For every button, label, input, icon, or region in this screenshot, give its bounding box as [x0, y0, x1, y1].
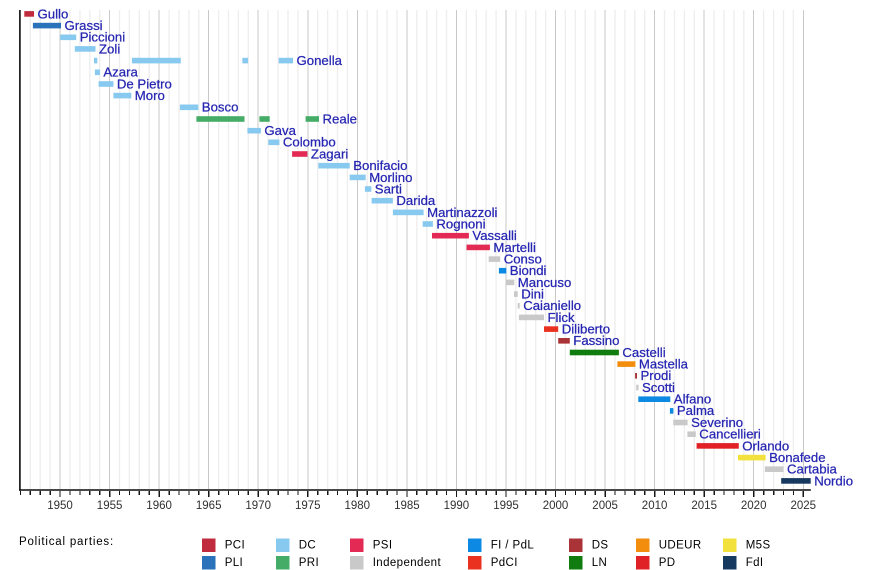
- svg-text:PSI: PSI: [373, 539, 393, 551]
- svg-text:Dini: Dini: [521, 287, 544, 302]
- svg-text:Severino: Severino: [691, 415, 743, 430]
- svg-text:FI / PdL: FI / PdL: [491, 539, 535, 551]
- svg-text:2000: 2000: [543, 500, 569, 512]
- svg-text:Grassi: Grassi: [65, 18, 103, 33]
- svg-text:Gava: Gava: [264, 123, 296, 138]
- svg-text:1960: 1960: [146, 500, 172, 512]
- svg-text:1965: 1965: [196, 500, 222, 512]
- svg-text:Palma: Palma: [677, 403, 715, 418]
- svg-text:Gonella: Gonella: [297, 53, 343, 68]
- svg-text:DS: DS: [592, 539, 609, 551]
- svg-text:DC: DC: [299, 539, 316, 551]
- svg-text:Prodi: Prodi: [641, 368, 672, 383]
- svg-text:1955: 1955: [97, 500, 123, 512]
- svg-text:Darida: Darida: [396, 193, 436, 208]
- svg-text:Scotti: Scotti: [642, 380, 675, 395]
- svg-text:Independent: Independent: [373, 557, 442, 569]
- svg-text:2015: 2015: [691, 500, 717, 512]
- svg-text:1985: 1985: [394, 500, 420, 512]
- svg-text:PLI: PLI: [225, 557, 243, 569]
- svg-text:Morlino: Morlino: [369, 170, 412, 185]
- svg-text:Biondi: Biondi: [510, 263, 547, 278]
- svg-text:1990: 1990: [444, 500, 470, 512]
- svg-text:FdI: FdI: [746, 557, 764, 569]
- svg-text:Fassino: Fassino: [573, 333, 619, 348]
- svg-text:PCI: PCI: [225, 539, 245, 551]
- svg-text:Bonifacio: Bonifacio: [353, 158, 407, 173]
- svg-text:De Pietro: De Pietro: [117, 76, 172, 91]
- svg-text:Castelli: Castelli: [622, 345, 665, 360]
- svg-text:Bosco: Bosco: [202, 100, 239, 115]
- svg-text:Vassalli: Vassalli: [472, 228, 517, 243]
- svg-text:Piccioni: Piccioni: [80, 30, 126, 45]
- svg-text:Martinazzoli: Martinazzoli: [427, 205, 497, 220]
- svg-text:Caianiello: Caianiello: [523, 298, 581, 313]
- svg-text:PRI: PRI: [299, 557, 319, 569]
- svg-text:1980: 1980: [345, 500, 371, 512]
- svg-text:Flick: Flick: [548, 310, 576, 325]
- svg-text:Bonafede: Bonafede: [769, 450, 825, 465]
- svg-text:2010: 2010: [642, 500, 668, 512]
- svg-text:Cartabia: Cartabia: [787, 462, 838, 477]
- svg-text:Political parties:: Political parties:: [19, 536, 114, 548]
- svg-text:LN: LN: [592, 557, 608, 569]
- svg-text:PdCI: PdCI: [491, 557, 518, 569]
- svg-text:Martelli: Martelli: [493, 240, 536, 255]
- svg-text:1970: 1970: [245, 500, 271, 512]
- svg-text:Nordio: Nordio: [814, 473, 853, 488]
- svg-text:Alfano: Alfano: [674, 392, 711, 407]
- svg-text:Orlando: Orlando: [742, 438, 789, 453]
- svg-text:2020: 2020: [741, 500, 767, 512]
- svg-text:UDEUR: UDEUR: [659, 539, 702, 551]
- svg-text:Cancellieri: Cancellieri: [699, 427, 761, 442]
- svg-text:Mancuso: Mancuso: [518, 275, 572, 290]
- svg-text:1950: 1950: [47, 500, 73, 512]
- svg-text:Reale: Reale: [323, 111, 357, 126]
- svg-text:Zagari: Zagari: [311, 146, 348, 161]
- svg-text:1995: 1995: [493, 500, 519, 512]
- svg-text:Zoli: Zoli: [99, 41, 120, 56]
- svg-text:Sarti: Sarti: [375, 181, 402, 196]
- svg-text:PD: PD: [659, 557, 676, 569]
- svg-text:Mastella: Mastella: [639, 357, 689, 372]
- svg-text:2025: 2025: [791, 500, 817, 512]
- svg-text:Gullo: Gullo: [38, 6, 69, 21]
- svg-text:Rognoni: Rognoni: [436, 217, 485, 232]
- svg-text:2005: 2005: [592, 500, 618, 512]
- svg-text:Colombo: Colombo: [283, 135, 336, 150]
- svg-text:M5S: M5S: [746, 539, 771, 551]
- svg-text:Azara: Azara: [103, 65, 138, 80]
- svg-text:Moro: Moro: [135, 88, 165, 103]
- svg-text:1975: 1975: [295, 500, 321, 512]
- svg-text:Diliberto: Diliberto: [562, 322, 610, 337]
- svg-text:Conso: Conso: [504, 252, 542, 267]
